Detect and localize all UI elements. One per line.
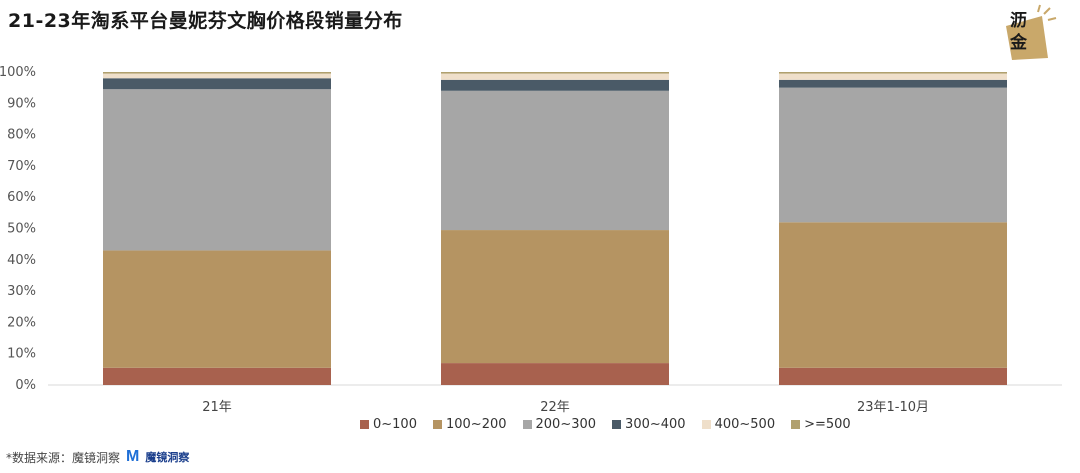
source-label: *数据来源：魔镜洞察 bbox=[6, 450, 121, 465]
legend-item: 100~200 bbox=[432, 417, 507, 432]
bar-segment bbox=[441, 230, 669, 364]
bar-segment bbox=[103, 250, 331, 368]
legend-swatch bbox=[360, 420, 369, 429]
legend-label: 200~300 bbox=[535, 417, 597, 432]
y-tick-label: 80% bbox=[7, 128, 36, 143]
y-tick-label: 100% bbox=[0, 65, 36, 80]
bar-segment bbox=[441, 79, 669, 91]
bar-segment bbox=[103, 73, 331, 79]
legend-swatch bbox=[791, 420, 801, 429]
legend-label: 300~400 bbox=[625, 417, 686, 432]
y-tick-label: 90% bbox=[7, 96, 36, 111]
x-tick-label: 21年 bbox=[202, 400, 232, 415]
brand-logo bbox=[1006, 4, 1057, 60]
data-source: *数据来源：魔镜洞察 M 魔镜洞察 bbox=[6, 448, 189, 466]
legend-label: 100~200 bbox=[445, 417, 507, 432]
legend-item: 400~500 bbox=[701, 417, 776, 432]
bar-segment bbox=[103, 78, 331, 90]
legend-item: >=500 bbox=[791, 417, 851, 432]
legend-item: 0~100 bbox=[360, 417, 417, 432]
legend-swatch bbox=[432, 420, 442, 429]
legend-item: 300~400 bbox=[612, 417, 686, 432]
legend-label: 0~100 bbox=[373, 417, 417, 432]
y-tick-label: 60% bbox=[7, 190, 36, 205]
legend-swatch bbox=[522, 420, 532, 429]
bar-segment bbox=[441, 90, 669, 231]
bar-segment bbox=[779, 222, 1007, 368]
legend-item: 200~300 bbox=[522, 417, 597, 432]
logo-shape bbox=[1006, 16, 1048, 60]
bar-segment bbox=[779, 367, 1007, 385]
bar-segment bbox=[779, 87, 1007, 223]
y-tick-label: 70% bbox=[7, 159, 36, 174]
y-tick-label: 50% bbox=[7, 222, 36, 237]
chart-title: 21-23年淘系平台曼妮芬文胸价格段销量分布 bbox=[8, 10, 403, 32]
bar-segment bbox=[103, 89, 331, 251]
bar-segment bbox=[103, 367, 331, 385]
bar-segment bbox=[441, 72, 669, 74]
bar-segment bbox=[441, 363, 669, 385]
bar-segment bbox=[103, 72, 331, 74]
y-tick-label: 0% bbox=[15, 378, 36, 393]
y-tick-label: 20% bbox=[7, 315, 36, 330]
bar-segment bbox=[779, 79, 1007, 88]
y-tick-label: 40% bbox=[7, 253, 36, 268]
x-tick-label: 23年1-10月 bbox=[857, 400, 929, 415]
logo-char-2: 金 bbox=[1010, 33, 1027, 53]
x-tick-label: 22年 bbox=[540, 400, 570, 415]
bar-segment bbox=[779, 73, 1007, 80]
bar-segment bbox=[779, 72, 1007, 74]
legend-label: 400~500 bbox=[714, 417, 776, 432]
logo-char-1: 沥 bbox=[1010, 11, 1027, 31]
y-tick-label: 30% bbox=[7, 284, 36, 299]
legend-swatch bbox=[612, 420, 622, 429]
bar-segment bbox=[441, 73, 669, 80]
legend-swatch bbox=[701, 420, 711, 429]
brand-mark-icon: M bbox=[126, 448, 140, 465]
brand-name: 魔镜洞察 bbox=[145, 451, 190, 464]
y-tick-label: 10% bbox=[7, 347, 36, 362]
legend: 0~100 100~200 200~300 300~400 400~500 >=500 bbox=[360, 417, 851, 432]
legend-label: >=500 bbox=[804, 417, 851, 432]
